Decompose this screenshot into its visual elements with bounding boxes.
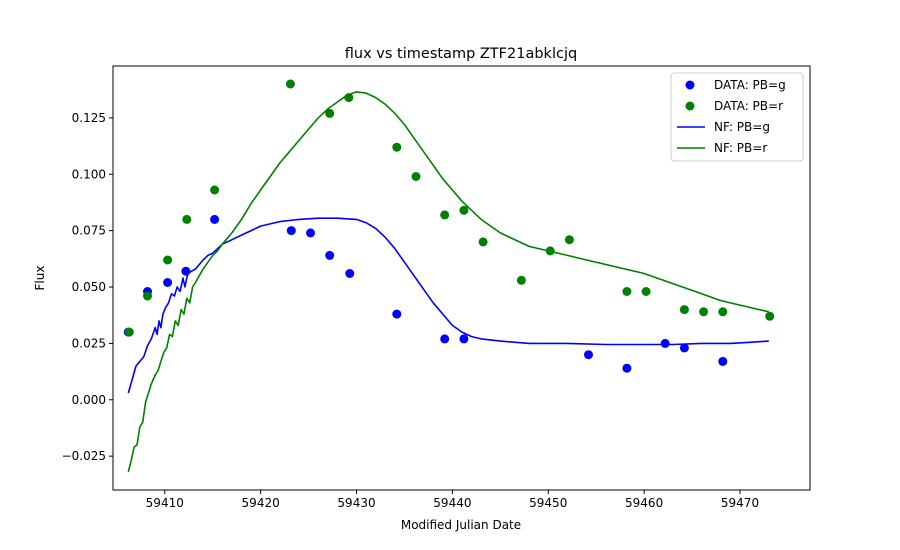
scatter-point-0-4 xyxy=(210,214,220,224)
scatter-point-0-15 xyxy=(679,343,689,353)
y-axis-ticks: −0.025 0.000 0.025 0.050 0.075 0.100 0.125 xyxy=(62,111,113,463)
scatter-point-1-18 xyxy=(679,305,689,315)
scatter-point-1-5 xyxy=(285,79,295,89)
scatter-point-1-16 xyxy=(622,287,632,296)
y-axis-label: Flux xyxy=(33,266,47,291)
scatter-point-1-20 xyxy=(718,307,728,317)
scatter-point-0-5 xyxy=(286,226,296,236)
chart-title: flux vs timestamp ZTF21abklcjq xyxy=(345,46,577,62)
legend-label-data-g: DATA: PB=g xyxy=(714,78,786,92)
scatter-point-0-12 xyxy=(584,350,593,360)
scatter-point-1-15 xyxy=(564,235,574,245)
scatter-point-1-19 xyxy=(699,307,709,317)
scatter-point-1-10 xyxy=(440,210,450,220)
line-series-3 xyxy=(127,91,769,473)
scatter-point-0-11 xyxy=(459,334,469,344)
scatter-point-1-3 xyxy=(182,214,192,224)
y-tick-label: 0.075 xyxy=(72,224,106,238)
legend: DATA: PB=g DATA: PB=r NF: PB=g NF: PB=r xyxy=(670,72,804,162)
scatter-point-1-6 xyxy=(325,108,335,118)
scatter-point-1-1 xyxy=(143,291,152,301)
scatter-point-0-3 xyxy=(181,266,191,276)
legend-label-data-r: DATA: PB=r xyxy=(714,99,783,113)
x-tick-label: 59440 xyxy=(433,496,471,510)
scatter-point-1-13 xyxy=(516,275,526,285)
scatter-point-1-21 xyxy=(765,311,775,321)
scatter-point-0-8 xyxy=(345,269,355,278)
x-axis-label: Modified Julian Date xyxy=(401,518,521,532)
x-tick-label: 59460 xyxy=(625,496,663,510)
scatter-point-0-7 xyxy=(325,250,335,260)
series-layer xyxy=(123,79,775,473)
scatter-point-1-0 xyxy=(124,327,134,337)
x-tick-label: 59430 xyxy=(337,496,375,510)
y-tick-label: 0.125 xyxy=(72,111,106,125)
scatter-point-0-10 xyxy=(440,334,450,344)
axes-frame xyxy=(112,65,811,491)
scatter-point-0-9 xyxy=(392,309,402,319)
scatter-point-0-2 xyxy=(163,278,173,287)
legend-marker-data-g xyxy=(685,80,695,90)
scatter-point-1-11 xyxy=(459,205,469,215)
legend-label-nf-g: NF: PB=g xyxy=(714,120,770,134)
y-tick-label: 0.050 xyxy=(72,280,106,294)
y-tick-label: −0.025 xyxy=(62,449,106,463)
scatter-point-0-6 xyxy=(306,228,315,238)
scatter-point-1-9 xyxy=(411,172,421,181)
scatter-point-1-17 xyxy=(641,287,651,296)
x-tick-label: 59450 xyxy=(529,496,567,510)
scatter-point-1-7 xyxy=(344,93,354,103)
scatter-point-1-4 xyxy=(210,185,220,195)
legend-label-nf-r: NF: PB=r xyxy=(714,141,767,155)
scatter-point-0-16 xyxy=(718,356,728,366)
scatter-point-1-8 xyxy=(392,142,402,152)
y-tick-label: 0.025 xyxy=(72,336,106,350)
y-tick-label: 0.100 xyxy=(72,167,106,181)
y-tick-label: 0.000 xyxy=(72,393,106,407)
legend-box xyxy=(670,72,804,162)
scatter-point-0-13 xyxy=(622,363,632,373)
plot-area xyxy=(112,65,811,491)
scatter-point-1-2 xyxy=(163,255,173,265)
scatter-point-1-12 xyxy=(478,237,488,247)
x-tick-label: 59420 xyxy=(242,496,280,510)
x-axis-ticks: 59410 59420 59430 59440 59450 59460 59470 xyxy=(146,490,759,510)
line-series-2 xyxy=(127,217,769,394)
scatter-point-0-14 xyxy=(660,338,670,348)
x-tick-label: 59410 xyxy=(146,496,184,510)
legend-marker-data-r xyxy=(685,101,695,111)
x-tick-label: 59470 xyxy=(721,496,759,510)
scatter-point-1-14 xyxy=(545,246,555,256)
